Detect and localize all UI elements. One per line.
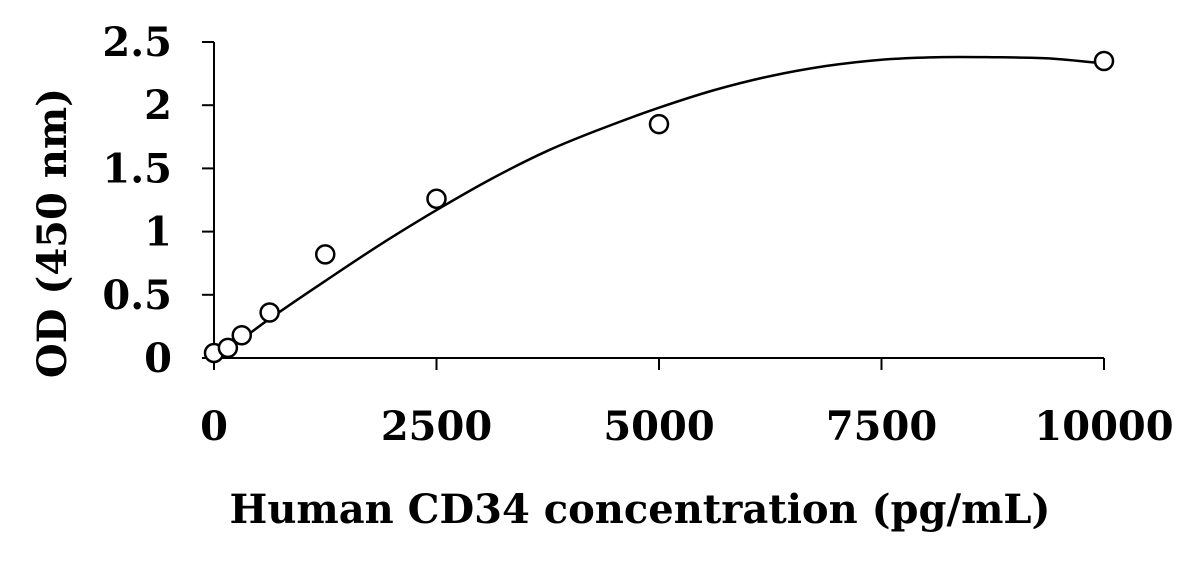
axes: [213, 42, 1104, 359]
fit-curve-group: [213, 55, 1105, 357]
x-tick-label: 10000: [1034, 403, 1173, 450]
y-tick-label: 2.5: [102, 19, 172, 66]
data-point: [315, 244, 336, 265]
y-tick-label: 0.5: [102, 272, 172, 319]
y-tick-label: 0: [144, 335, 172, 382]
data-point: [217, 337, 239, 359]
data-point: [1093, 50, 1115, 72]
data-points: [203, 50, 1115, 364]
data-point: [259, 302, 280, 323]
x-tick-label: 0: [200, 403, 228, 450]
x-axis-title: Human CD34 concentration (pg/mL): [230, 486, 1051, 533]
y-tick-label: 2: [144, 82, 172, 129]
data-point: [648, 113, 670, 135]
fit-curve: [213, 55, 1105, 357]
axis-ticks: 0 0.5 1 1.5 2 2.5 0 2500 5000 7500 10000: [102, 19, 1173, 450]
data-point: [231, 324, 253, 346]
x-tick-label: 2500: [381, 403, 492, 450]
y-tick-label: 1: [144, 209, 172, 256]
data-point: [426, 188, 447, 209]
y-axis-title: OD (450 nm): [29, 88, 76, 378]
y-tick-label: 1.5: [102, 145, 172, 192]
x-tick-label: 7500: [826, 403, 937, 450]
x-tick-label: 5000: [603, 403, 714, 450]
